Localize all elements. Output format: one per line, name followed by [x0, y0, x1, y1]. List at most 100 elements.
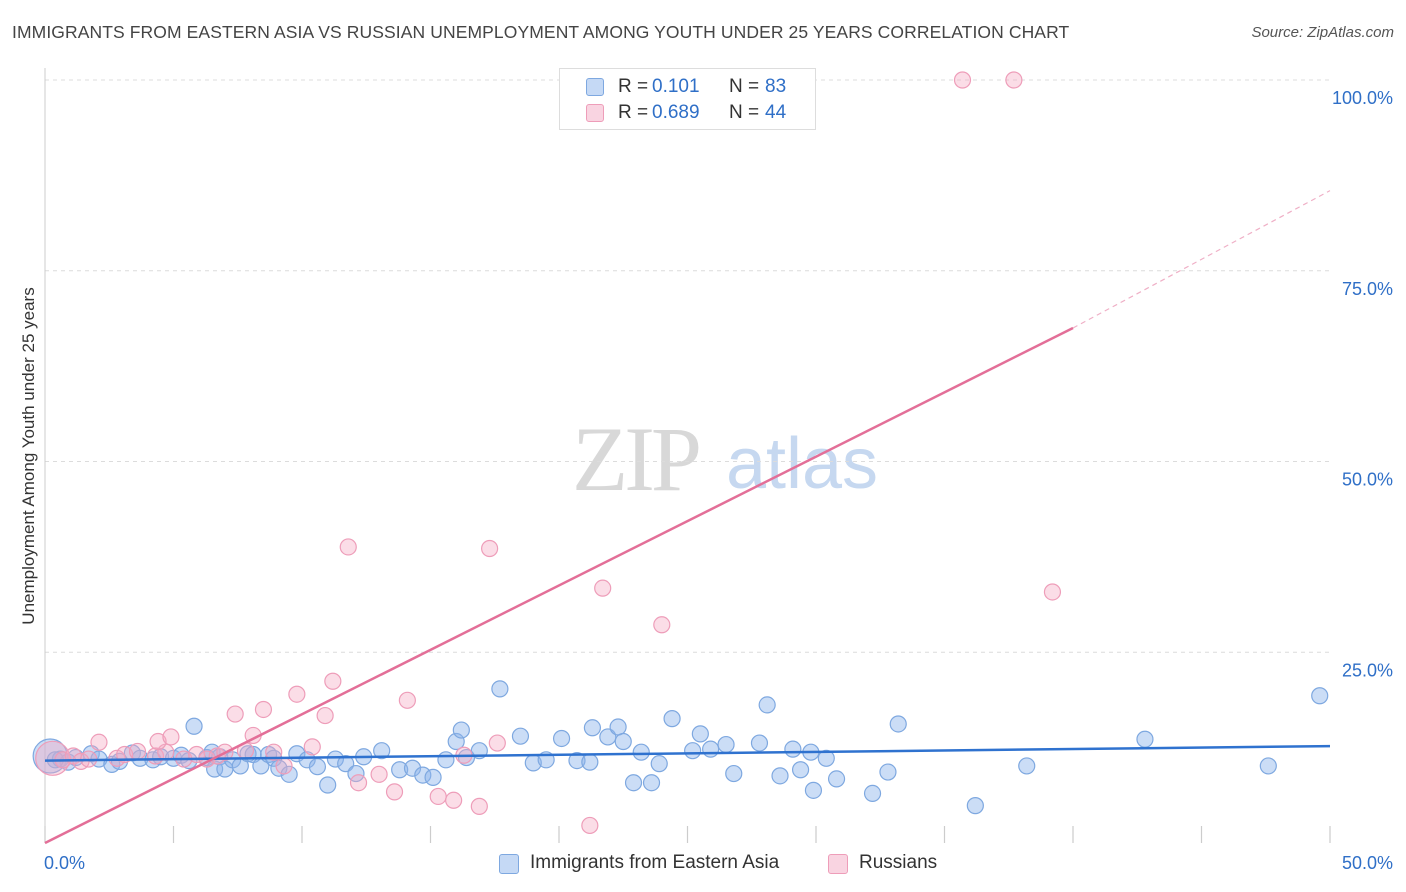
point-eastern-asia — [337, 755, 355, 773]
point-russians — [265, 743, 283, 761]
point-eastern-asia — [32, 738, 68, 774]
point-eastern-asia — [599, 728, 617, 746]
data-points — [32, 71, 1329, 835]
point-eastern-asia — [583, 719, 602, 737]
point-eastern-asia — [758, 696, 776, 714]
point-eastern-asia — [863, 784, 882, 803]
point-russians — [1005, 71, 1023, 89]
legend-swatch-blue — [586, 78, 604, 96]
point-eastern-asia — [568, 751, 586, 770]
point-eastern-asia — [1259, 757, 1277, 775]
point-russians — [653, 616, 671, 634]
point-russians — [594, 579, 612, 597]
x-tick-label: 50.0% — [1342, 853, 1393, 873]
point-russians — [108, 749, 126, 767]
legend-swatch-pink — [586, 104, 604, 122]
point-eastern-asia — [424, 768, 442, 786]
point-russians — [481, 539, 499, 558]
point-eastern-asia — [581, 753, 599, 771]
legend-r-label: R = — [618, 76, 649, 97]
point-russians — [303, 738, 321, 756]
point-russians — [324, 672, 342, 690]
point-russians — [488, 734, 506, 752]
point-russians — [398, 691, 416, 709]
point-eastern-asia — [725, 764, 743, 783]
trendline-russians — [44, 326, 1074, 845]
point-eastern-asia — [326, 750, 345, 768]
point-eastern-asia — [663, 710, 681, 728]
point-eastern-asia — [373, 742, 391, 760]
point-russians — [128, 742, 147, 761]
axes — [44, 68, 1331, 843]
point-eastern-asia — [684, 742, 702, 760]
point-eastern-asia — [414, 766, 432, 784]
chart-title: IMMIGRANTS FROM EASTERN ASIA VS RUSSIAN … — [12, 22, 1070, 42]
point-eastern-asia — [827, 770, 846, 788]
point-eastern-asia — [642, 774, 661, 792]
point-russians — [288, 685, 306, 703]
point-eastern-asia — [1136, 730, 1154, 748]
point-eastern-asia — [491, 680, 509, 698]
point-eastern-asia — [702, 740, 720, 758]
legend-r-value: 0.101 — [652, 76, 700, 97]
bottom-legend-label: Russians — [859, 852, 938, 873]
point-russians — [581, 816, 599, 835]
point-eastern-asia — [298, 751, 316, 769]
point-eastern-asia — [966, 797, 984, 815]
point-russians — [953, 71, 972, 89]
legend-n-label: N = — [729, 102, 760, 123]
point-eastern-asia — [552, 729, 571, 748]
point-russians — [316, 706, 334, 725]
point-eastern-asia — [791, 761, 810, 779]
legend-n-value: 44 — [765, 102, 787, 123]
point-eastern-asia — [879, 763, 897, 781]
point-eastern-asia — [437, 751, 455, 769]
bottom-legend-label: Immigrants from Eastern Asia — [530, 852, 780, 873]
point-russians — [470, 797, 488, 815]
watermark-zip: ZIP — [572, 408, 699, 510]
point-eastern-asia — [1018, 757, 1036, 775]
y-tick-label: 75.0% — [1342, 279, 1393, 299]
source-credit: Source: ZipAtlas.com — [1251, 24, 1394, 41]
point-eastern-asia — [804, 781, 823, 799]
point-russians — [254, 700, 273, 719]
point-russians — [385, 783, 404, 801]
point-russians — [445, 791, 463, 809]
y-axis-label: Unemployment Among Youth under 25 years — [19, 287, 38, 624]
point-eastern-asia — [185, 717, 203, 735]
point-eastern-asia — [817, 749, 835, 767]
point-eastern-asia — [717, 735, 735, 754]
point-eastern-asia — [403, 759, 422, 777]
trendline-eastern-asia — [44, 744, 1331, 762]
point-eastern-asia — [280, 765, 298, 783]
point-russians — [149, 732, 167, 751]
point-russians — [429, 787, 447, 806]
point-eastern-asia — [1311, 687, 1329, 705]
point-eastern-asia — [452, 721, 470, 739]
bottom-legend-swatch-blue — [499, 854, 519, 874]
point-eastern-asia — [391, 761, 409, 779]
legend-r-value: 0.689 — [652, 102, 700, 123]
legend-r-label: R = — [618, 102, 649, 123]
point-eastern-asia — [784, 740, 802, 758]
tick-labels: 25.0% 50.0% 75.0% 100.0% 0.0% 50.0% — [44, 88, 1393, 873]
point-eastern-asia — [624, 774, 643, 792]
point-eastern-asia — [609, 718, 627, 736]
point-eastern-asia — [511, 727, 530, 745]
point-eastern-asia — [650, 755, 668, 773]
point-russians — [226, 705, 244, 723]
point-russians — [349, 774, 368, 792]
point-russians — [35, 740, 71, 776]
point-eastern-asia — [632, 743, 650, 761]
bottom-legend-swatch-pink — [828, 854, 848, 874]
point-russians — [162, 728, 180, 746]
gridlines — [45, 79, 1330, 653]
y-tick-label: 25.0% — [1342, 660, 1393, 680]
point-eastern-asia — [319, 776, 337, 794]
point-russians — [275, 757, 293, 775]
point-russians — [90, 733, 108, 751]
point-eastern-asia — [614, 732, 632, 751]
point-russians — [1043, 583, 1062, 601]
point-russians — [370, 765, 388, 783]
